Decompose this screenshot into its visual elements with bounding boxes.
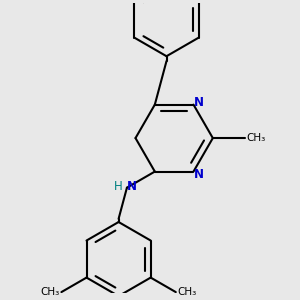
Text: H: H — [114, 180, 123, 193]
Text: N: N — [194, 168, 204, 181]
Text: CH₃: CH₃ — [177, 287, 196, 297]
Text: N: N — [127, 180, 137, 193]
Text: N: N — [194, 95, 204, 109]
Text: CH₃: CH₃ — [41, 287, 60, 297]
Text: CH₃: CH₃ — [247, 133, 266, 143]
